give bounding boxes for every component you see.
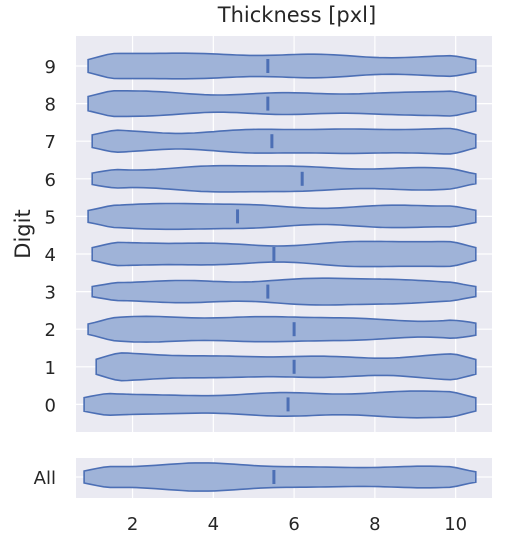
y-tick-label-0: 0 — [45, 395, 56, 416]
main-panel: 9 8 7 6 5 4 3 2 1 0 — [45, 36, 492, 432]
violin-2 — [87, 315, 477, 343]
x-tick-label-6: 6 — [288, 514, 299, 535]
chart-title: Thickness [pxl] — [217, 3, 376, 27]
x-tick-label-2: 2 — [127, 514, 138, 535]
y-tick-label-1: 1 — [45, 358, 56, 379]
violin-7 — [91, 127, 477, 155]
y-tick-label-4: 4 — [45, 245, 56, 266]
x-tick-label-10: 10 — [444, 514, 467, 535]
x-tick-label-4: 4 — [208, 514, 219, 535]
y-axis-label: Digit — [11, 209, 35, 258]
all-panel: All — [34, 458, 492, 498]
violin-All — [83, 462, 477, 492]
y-tick-label-5: 5 — [45, 207, 56, 228]
x-tick-label-8: 8 — [369, 514, 380, 535]
violin-5 — [87, 202, 477, 231]
violin-3 — [91, 277, 477, 306]
y-tick-label-2: 2 — [45, 320, 56, 341]
y-tick-label-3: 3 — [45, 283, 56, 304]
y-tick-label-6: 6 — [45, 170, 56, 191]
y-tick-label-9: 9 — [45, 57, 56, 78]
violin-0 — [83, 390, 477, 419]
y-tick-label-8: 8 — [45, 95, 56, 116]
violin-6 — [91, 164, 477, 193]
violin-1 — [95, 352, 477, 382]
violin-9 — [87, 52, 477, 80]
violin-8 — [87, 90, 477, 118]
violin-4 — [91, 240, 477, 268]
y-tick-label-All: All — [34, 468, 56, 489]
y-tick-label-7: 7 — [45, 132, 56, 153]
